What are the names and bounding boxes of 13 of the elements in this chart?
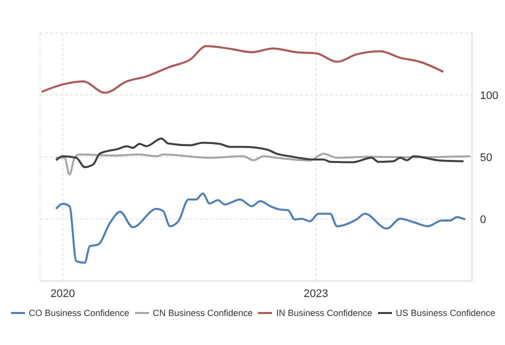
y-tick-label: 50 [480,152,492,164]
y-tick-label: 0 [480,214,486,226]
legend-label: CO Business Confidence [28,308,130,318]
line-series [40,45,444,94]
legend-label: CN Business Confidence [152,308,253,318]
line-series [55,152,472,176]
legend-label: IN Business Confidence [276,308,372,318]
line-series [55,192,466,264]
y-tick-label: 100 [480,90,498,102]
x-tick-label: 2020 [50,288,76,300]
x-tick-label: 2023 [304,288,328,300]
legend-label: US Business Confidence [396,308,496,318]
line-series [55,138,465,168]
